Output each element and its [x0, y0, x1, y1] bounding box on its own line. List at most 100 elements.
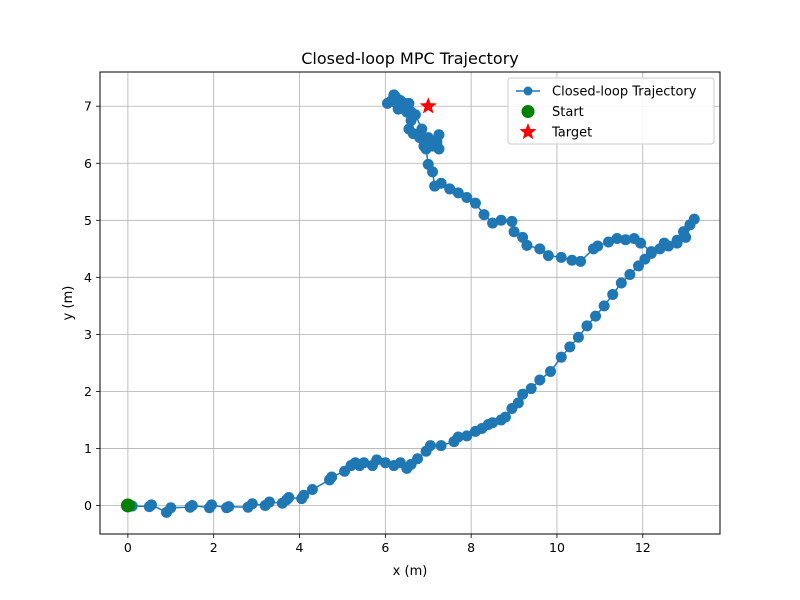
trajectory-point	[517, 231, 529, 243]
trajectory-point	[469, 197, 481, 209]
trajectory-point	[461, 191, 473, 203]
legend-swatch-target	[519, 123, 537, 140]
x-tick-label: 6	[381, 540, 389, 555]
trajectory-point	[263, 496, 275, 508]
legend-label: Start	[552, 105, 584, 120]
trajectory-point	[381, 97, 393, 109]
trajectory-point	[566, 254, 578, 266]
trajectory-point	[418, 140, 430, 152]
trajectory-point	[145, 499, 157, 511]
x-tick-label: 10	[549, 540, 565, 555]
trajectory-point	[403, 97, 415, 109]
plot-area-frame	[99, 71, 721, 535]
trajectory-point	[409, 109, 421, 121]
legend-swatch-start	[521, 105, 535, 118]
trajectory-point	[412, 453, 424, 465]
trajectory-point	[628, 233, 640, 245]
trajectory-point	[545, 365, 557, 377]
y-tick-label: 7	[84, 99, 92, 114]
y-tick-label: 0	[84, 498, 92, 513]
trajectory-point	[590, 310, 602, 322]
trajectory-point	[525, 383, 537, 395]
y-tick-label: 4	[84, 270, 92, 285]
y-tick-label: 1	[84, 441, 92, 456]
trajectory-point	[581, 320, 593, 332]
y-tick-label: 2	[84, 384, 92, 399]
trajectory-point	[564, 341, 576, 353]
trajectory-point	[632, 260, 644, 272]
trajectory-point	[658, 237, 670, 249]
legend-label: Target	[551, 126, 592, 141]
trajectory-point	[246, 498, 258, 510]
x-tick-label: 0	[124, 540, 132, 555]
trajectory-point	[433, 129, 445, 141]
trajectory-point	[298, 489, 310, 501]
legend: Closed-loop Trajectory Start Target	[507, 77, 715, 145]
trajectory-point	[165, 502, 177, 514]
trajectory-point	[429, 180, 441, 192]
trajectory-point	[575, 255, 587, 267]
y-axis-title: y (m)	[61, 286, 76, 321]
trajectory-point	[306, 484, 318, 496]
plot-data	[120, 89, 700, 518]
trajectory-point	[506, 215, 518, 227]
y-tick-label: 5	[84, 213, 92, 228]
trajectory-point	[517, 388, 529, 400]
x-tick-label: 12	[635, 540, 651, 555]
trajectory-point	[358, 457, 370, 469]
trajectory-point	[461, 430, 473, 442]
trajectory-point	[487, 217, 499, 229]
trajectory-point	[422, 158, 434, 170]
trajectory-point	[555, 351, 567, 363]
trajectory-point	[495, 214, 507, 226]
trajectory-point	[186, 499, 198, 511]
x-tick-label: 8	[467, 540, 475, 555]
trajectory-point	[555, 251, 567, 263]
y-tick-label: 3	[84, 327, 92, 342]
trajectory-point	[223, 501, 235, 513]
trajectory-point	[416, 123, 428, 135]
trajectory-point	[598, 300, 610, 312]
trajectory-point	[326, 471, 338, 483]
trajectory-point	[620, 234, 632, 246]
trajectory-point	[607, 288, 619, 300]
trajectory-point	[624, 268, 636, 280]
trajectory-point	[680, 231, 692, 243]
trajectory-point	[478, 209, 490, 221]
trajectory-point	[499, 411, 511, 423]
trajectory-point	[512, 397, 524, 409]
legend-box	[507, 77, 715, 145]
trajectory-point	[403, 123, 415, 135]
trajectory-point	[688, 213, 700, 225]
trajectory-point	[452, 187, 464, 199]
trajectory-point	[542, 250, 554, 262]
trajectory-point	[534, 374, 546, 386]
trajectory-point	[645, 246, 657, 258]
y-tick-label: 6	[84, 156, 92, 171]
trajectory-point	[452, 431, 464, 443]
trajectory-point	[487, 417, 499, 429]
trajectory-point	[206, 499, 218, 511]
trajectory-point	[602, 236, 614, 248]
legend-label: Closed-loop Trajectory	[552, 85, 697, 100]
trajectory-point	[671, 237, 683, 249]
trajectory-point	[615, 277, 627, 289]
chart-title: Closed-loop MPC Trajectory	[301, 49, 519, 68]
trajectory-point	[435, 440, 447, 452]
trajectory-point	[508, 226, 520, 238]
trajectory-point	[587, 243, 599, 255]
x-tick-label: 2	[210, 540, 218, 555]
trajectory-point	[371, 454, 383, 466]
x-axis-title: x (m)	[393, 564, 428, 579]
trajectory-point	[611, 233, 623, 245]
trajectory-point	[283, 491, 295, 503]
trajectory-point	[379, 457, 391, 469]
trajectory-point	[424, 440, 436, 452]
legend-swatch-marker	[523, 86, 533, 96]
trajectory-point	[392, 103, 404, 115]
trajectory-point	[444, 183, 456, 195]
trajectory-point	[534, 243, 546, 255]
target-marker	[419, 97, 437, 114]
